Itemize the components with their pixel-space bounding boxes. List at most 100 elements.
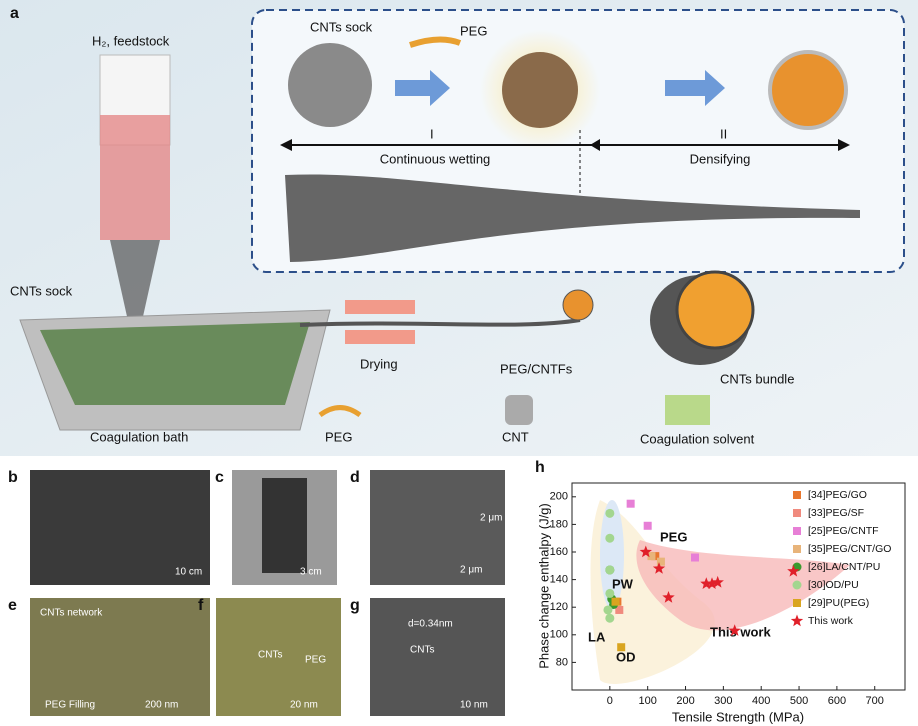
plot-frame xyxy=(571,482,906,691)
legend-label: [30]OD/PU xyxy=(808,579,859,591)
photo-d xyxy=(370,470,505,585)
label: Coagulation solvent xyxy=(640,431,755,446)
label: Drying xyxy=(360,356,398,371)
label: CNTs network xyxy=(40,608,103,619)
cnt-icon xyxy=(505,395,533,425)
label: H₂, feedstock xyxy=(92,33,170,48)
peg-icon xyxy=(318,405,362,418)
x-tick-label: 600 xyxy=(828,695,846,707)
arrow-head xyxy=(838,139,850,151)
annotation: PW xyxy=(612,576,634,591)
dryer-bottom xyxy=(345,330,415,344)
peg-chain xyxy=(409,36,462,48)
annotation: This work xyxy=(710,624,771,639)
marker xyxy=(605,588,615,598)
marker xyxy=(711,575,724,588)
photo-g xyxy=(370,598,505,716)
panel-label: a xyxy=(10,5,19,22)
label: PEG/CNTFs xyxy=(500,361,573,376)
marker xyxy=(639,545,652,558)
marker xyxy=(793,509,801,517)
solvent-cube xyxy=(665,395,710,425)
marker xyxy=(787,564,800,577)
y-tick-label: 140 xyxy=(550,574,568,586)
arrow-1 xyxy=(395,70,450,106)
marker xyxy=(793,599,801,607)
scale-bar: 2 μm xyxy=(480,513,502,524)
label: I xyxy=(430,126,434,141)
label: CNTs xyxy=(410,645,434,656)
x-tick-label: 500 xyxy=(790,695,808,707)
photo-f xyxy=(216,598,341,716)
y-tick-label: 180 xyxy=(550,518,568,530)
dryer-top xyxy=(345,300,415,314)
marker xyxy=(793,545,801,553)
x-tick-label: 0 xyxy=(607,695,613,707)
scale-bar: 20 nm xyxy=(290,700,318,711)
marker xyxy=(793,491,801,499)
scale-bar: 10 cm xyxy=(175,567,202,578)
marker xyxy=(615,605,624,614)
scale-bar: 10 nm xyxy=(460,700,488,711)
y-tick-label: 100 xyxy=(550,629,568,641)
label: Continuous wetting xyxy=(380,151,491,166)
panel-label: h xyxy=(535,459,545,476)
wet-ball xyxy=(502,52,578,128)
marker xyxy=(647,552,656,561)
legend-label: [34]PEG/GO xyxy=(808,489,867,501)
label: d=0.34nm xyxy=(408,619,453,630)
dense-ball xyxy=(768,50,848,130)
label: Densifying xyxy=(690,151,751,166)
marker xyxy=(626,499,635,508)
label: CNT xyxy=(502,429,529,444)
panel-label: c xyxy=(215,469,224,486)
legend-label: This work xyxy=(808,615,854,627)
y-tick-label: 80 xyxy=(556,656,568,668)
spool xyxy=(262,478,307,573)
x-axis-label: Tensile Strength (MPa) xyxy=(672,709,804,724)
bath-liquid xyxy=(40,322,310,405)
label: CNTs xyxy=(258,650,282,661)
legend-label: [35]PEG/CNT/GO xyxy=(808,543,891,555)
marker xyxy=(700,577,713,589)
marker xyxy=(656,557,665,566)
sock-ball xyxy=(288,43,372,127)
legend-label: [26]LA/CNT/PU xyxy=(808,561,880,573)
marker xyxy=(611,597,620,606)
arrow-head xyxy=(590,139,600,151)
scale-bar: 2 μm xyxy=(460,565,482,576)
marker xyxy=(643,521,652,530)
panel-label: g xyxy=(350,597,360,614)
arrow-head xyxy=(280,139,292,151)
marker xyxy=(792,580,802,590)
x-tick-label: 400 xyxy=(752,695,770,707)
fiber-cone xyxy=(285,174,860,262)
y-axis-label: Phase change enthalpy (J/g) xyxy=(536,503,551,669)
marker xyxy=(662,591,675,603)
marker xyxy=(690,553,699,562)
x-tick-label: 300 xyxy=(714,695,732,707)
furnace xyxy=(100,115,170,240)
scale-bar: 200 nm xyxy=(145,700,178,711)
label: PEG xyxy=(305,655,326,666)
panel-label: e xyxy=(8,597,17,614)
marker xyxy=(793,527,801,535)
scale-bar: 3 cm xyxy=(300,567,322,578)
x-tick-label: 100 xyxy=(639,695,657,707)
legend-label: [25]PEG/CNTF xyxy=(808,525,879,537)
y-tick-label: 200 xyxy=(550,491,568,503)
label: II xyxy=(720,126,727,141)
marker xyxy=(605,508,615,518)
marker xyxy=(728,624,741,636)
panel-label: f xyxy=(198,597,204,614)
label: CNTs sock xyxy=(310,19,373,34)
panel-label: b xyxy=(8,469,18,486)
x-tick-label: 700 xyxy=(866,695,884,707)
annotation: OD xyxy=(616,649,636,664)
marker xyxy=(652,562,666,574)
label: CNTs bundle xyxy=(720,371,794,386)
label: PEG xyxy=(460,23,487,38)
region-pw xyxy=(600,500,624,610)
label: CNTs sock xyxy=(10,283,73,298)
annotation: PEG xyxy=(660,529,687,544)
